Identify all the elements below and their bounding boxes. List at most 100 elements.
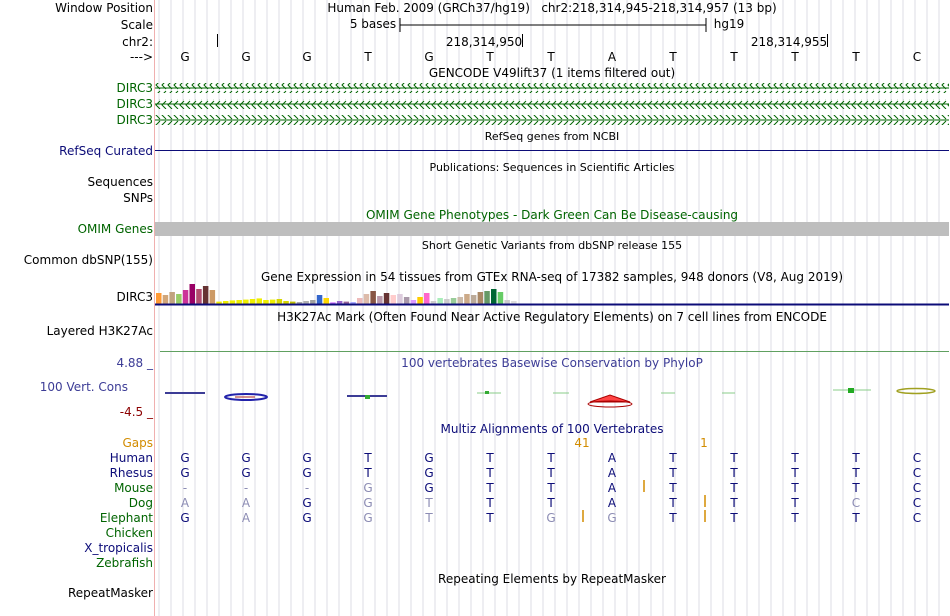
alignment-base: T: [852, 451, 860, 465]
gencode-transcript-1[interactable]: [155, 83, 949, 93]
gtex-tissue-bar: [303, 301, 309, 304]
gencode-item-label-3[interactable]: DIRC3: [116, 113, 153, 127]
coord-tick-1: [217, 34, 218, 47]
species-label[interactable]: Rhesus: [109, 466, 153, 480]
gtex-tissue-bar: [316, 295, 323, 304]
ref-base: T: [486, 50, 494, 64]
gtex-tissue-bar: [450, 298, 457, 304]
alignment-base: G: [302, 466, 312, 480]
gtex-tissue-bar: [323, 298, 329, 304]
species-label[interactable]: X_tropicalis: [84, 541, 153, 555]
ref-base: C: [912, 50, 922, 64]
dbsnp-label[interactable]: Common dbSNP(155): [23, 253, 153, 267]
repeatmasker-track-title[interactable]: Repeating Elements by RepeatMasker: [438, 572, 666, 586]
dbsnp-track-title[interactable]: Short Genetic Variants from dbSNP releas…: [421, 239, 683, 252]
alignment-base: G: [180, 511, 190, 525]
alignment-base: T: [791, 511, 799, 525]
gtex-tissue-bar: [256, 298, 262, 304]
label-separator: [154, 0, 155, 616]
gtex-tissue-bar: [216, 301, 222, 304]
gtex-tissue-bar: [169, 292, 175, 304]
alignment-base: A: [241, 511, 251, 525]
alignment-base: A: [241, 496, 251, 510]
alignment-base: T: [730, 481, 738, 495]
gtex-tissue-bar: [196, 289, 202, 304]
ref-base: G: [241, 50, 251, 64]
species-label[interactable]: Chicken: [105, 526, 153, 540]
alignment-base: A: [180, 496, 190, 510]
gencode-transcript-3[interactable]: [155, 115, 949, 125]
gtex-tissue-bar: [397, 294, 403, 304]
species-label[interactable]: Dog: [128, 496, 153, 510]
gtex-expression-chart[interactable]: [155, 284, 949, 306]
gtex-tissue-bar: [457, 297, 463, 304]
gtex-tissue-bar: [464, 294, 470, 304]
species-label[interactable]: Elephant: [99, 511, 153, 525]
gtex-label[interactable]: DIRC3: [116, 290, 153, 304]
ref-base: T: [852, 50, 860, 64]
h3k27ac-track-title[interactable]: H3K27Ac Mark (Often Found Near Active Re…: [277, 310, 827, 324]
alignment-base: T: [547, 466, 555, 480]
phylop-conservation-graph[interactable]: [155, 380, 949, 410]
phylop-mark-3: [347, 395, 387, 399]
gtex-tissue-bar: [417, 297, 423, 304]
gaps-label[interactable]: Gaps: [122, 436, 153, 450]
pubs-sequences-label[interactable]: Sequences: [87, 175, 153, 189]
gtex-track-title[interactable]: Gene Expression in 54 tissues from GTEx …: [260, 270, 844, 284]
gtex-tissue-bar: [296, 302, 303, 304]
alignment-base: T: [730, 496, 738, 510]
alignment-base: G: [424, 481, 434, 495]
gtex-tissue-bar: [176, 294, 182, 304]
species-label[interactable]: Human: [109, 451, 153, 465]
refseq-track-title[interactable]: RefSeq genes from NCBI: [484, 130, 620, 143]
gtex-tissue-bar: [229, 300, 236, 304]
alignment-base: T: [852, 466, 860, 480]
omim-phenotype-bar[interactable]: [155, 222, 949, 236]
gencode-item-label-2[interactable]: DIRC3: [116, 97, 153, 111]
omim-track-title[interactable]: OMIM Gene Phenotypes - Dark Green Can Be…: [365, 208, 739, 222]
h3k27ac-signal-line[interactable]: [160, 351, 949, 352]
repeatmasker-label[interactable]: RepeatMasker: [67, 586, 153, 600]
strand-label: --->: [129, 50, 153, 64]
gencode-item-label-1[interactable]: DIRC3: [116, 81, 153, 95]
gtex-tissue-bar: [283, 301, 289, 304]
gencode-track-title[interactable]: GENCODE V49lift37 (1 items filtered out): [428, 66, 676, 80]
alignment-base: T: [425, 496, 433, 510]
species-label[interactable]: Zebrafish: [96, 556, 153, 570]
pubs-track-title[interactable]: Publications: Sequences in Scientific Ar…: [429, 161, 675, 174]
cons-track-title[interactable]: 100 vertebrates Basewise Conservation by…: [401, 356, 703, 370]
refseq-label[interactable]: RefSeq Curated: [59, 144, 153, 158]
alignment-base: C: [912, 481, 922, 495]
gtex-tissue-bar: [202, 286, 209, 304]
gtex-tissue-bar: [497, 292, 504, 304]
species-label[interactable]: Mouse: [114, 481, 153, 495]
phylop-mark-4: [477, 391, 501, 394]
gtex-tissue-bar: [350, 302, 356, 304]
h3k27ac-label[interactable]: Layered H3K27Ac: [46, 324, 153, 338]
alignment-base: A: [607, 451, 617, 465]
alignment-base: G: [302, 511, 312, 525]
alignment-base: T: [364, 451, 372, 465]
alignment-base: T: [547, 481, 555, 495]
gtex-tissue-bar: [269, 299, 276, 304]
ref-base: T: [791, 50, 799, 64]
phylop-mark-2: [224, 393, 268, 401]
alignment-base: T: [852, 511, 860, 525]
cons-track-label[interactable]: 100 Vert. Cons: [39, 380, 128, 394]
omim-label[interactable]: OMIM Genes: [77, 222, 153, 236]
pubs-snps-label[interactable]: SNPs: [123, 191, 153, 205]
ref-base: T: [669, 50, 677, 64]
ref-base: T: [730, 50, 738, 64]
refseq-gene-line[interactable]: [155, 150, 949, 151]
alignment-base: T: [486, 466, 494, 480]
alignment-base: T: [791, 451, 799, 465]
gencode-transcript-2[interactable]: [155, 99, 949, 109]
gencode-transcripts[interactable]: [155, 80, 949, 128]
gtex-tissue-bar: [330, 302, 336, 304]
multiz-track-title[interactable]: Multiz Alignments of 100 Vertebrates: [440, 422, 664, 436]
ref-base: G: [302, 50, 312, 64]
alignment-base: G: [546, 511, 556, 525]
ref-base: T: [364, 50, 372, 64]
alignment-base: T: [425, 511, 433, 525]
ref-base: A: [607, 50, 617, 64]
